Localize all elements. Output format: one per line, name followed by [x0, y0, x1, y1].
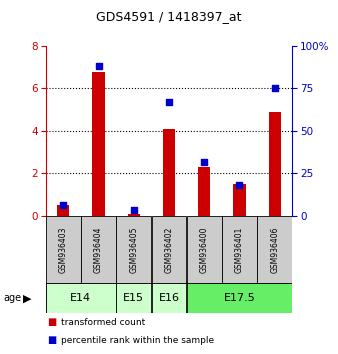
Bar [258, 216, 292, 283]
Point [131, 207, 137, 213]
Bar [233, 184, 246, 216]
Bar [117, 216, 151, 283]
Text: E15: E15 [123, 293, 144, 303]
Point [237, 183, 242, 188]
Text: E17.5: E17.5 [224, 293, 256, 303]
Bar [222, 216, 257, 283]
Bar [269, 112, 281, 216]
Point [96, 64, 101, 69]
Bar [152, 283, 186, 313]
Point [201, 159, 207, 164]
Text: percentile rank within the sample: percentile rank within the sample [61, 336, 214, 345]
Bar [46, 283, 116, 313]
Bar [152, 216, 186, 283]
Bar [117, 283, 151, 313]
Text: age: age [3, 293, 22, 303]
Text: GSM936404: GSM936404 [94, 226, 103, 273]
Text: GDS4591 / 1418397_at: GDS4591 / 1418397_at [96, 10, 242, 23]
Text: GSM936403: GSM936403 [59, 226, 68, 273]
Text: ▶: ▶ [23, 293, 31, 303]
Text: GSM936400: GSM936400 [200, 226, 209, 273]
Bar [198, 167, 211, 216]
Point [166, 99, 172, 105]
Bar [163, 129, 175, 216]
Text: E14: E14 [70, 293, 92, 303]
Text: E16: E16 [159, 293, 179, 303]
Bar [187, 283, 292, 313]
Bar [92, 72, 105, 216]
Point [272, 86, 277, 91]
Text: GSM936406: GSM936406 [270, 226, 279, 273]
Text: GSM936401: GSM936401 [235, 226, 244, 273]
Bar [46, 216, 80, 283]
Bar [57, 205, 69, 216]
Text: ■: ■ [47, 318, 56, 327]
Bar [187, 216, 221, 283]
Bar [81, 216, 116, 283]
Bar [127, 214, 140, 216]
Text: ■: ■ [47, 335, 56, 345]
Text: GSM936405: GSM936405 [129, 226, 138, 273]
Text: GSM936402: GSM936402 [165, 226, 173, 273]
Text: transformed count: transformed count [61, 319, 145, 327]
Point [61, 202, 66, 208]
